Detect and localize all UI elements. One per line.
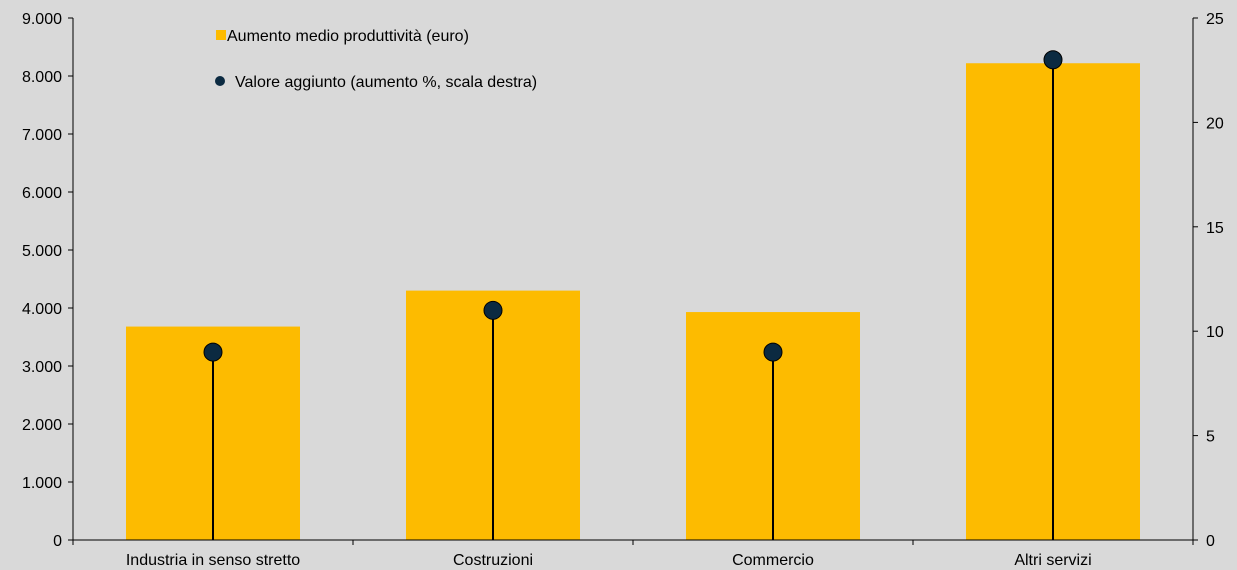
left-tick-label: 6.000 <box>22 185 62 202</box>
left-tick-label: 4.000 <box>22 301 62 318</box>
right-tick-label: 10 <box>1206 324 1224 341</box>
left-tick-label: 2.000 <box>22 417 62 434</box>
legend-label-dot: Valore aggiunto (aumento %, scala destra… <box>235 74 537 91</box>
left-tick-label: 9.000 <box>22 11 62 28</box>
right-tick-label: 20 <box>1206 115 1224 132</box>
lollipop-stems <box>212 59 1054 540</box>
right-tick-label: 0 <box>1206 533 1215 550</box>
category-label: Altri servizi <box>1014 552 1091 569</box>
lollipop-points <box>203 50 1063 362</box>
left-tick-label: 8.000 <box>22 69 62 86</box>
left-tick-label: 5.000 <box>22 243 62 260</box>
legend-swatch-dot <box>215 76 225 86</box>
right-tick-label: 5 <box>1206 429 1215 446</box>
category-label: Industria in senso stretto <box>126 552 300 569</box>
category-label: Commercio <box>732 552 814 569</box>
right-tick-label: 15 <box>1206 220 1224 237</box>
left-tick-label: 1.000 <box>22 475 62 492</box>
legend-label-bar: Aumento medio produttività (euro) <box>227 28 469 45</box>
legend-swatch-bar <box>216 30 226 40</box>
point-4 <box>1043 50 1063 70</box>
left-tick-label: 0 <box>53 533 62 550</box>
legend: Aumento medio produttività (euro) Valore… <box>215 28 537 91</box>
left-tick-label: 7.000 <box>22 127 62 144</box>
axes: 0 1.000 2.000 3.000 4.000 5.000 6.000 7.000 8.00… <box>22 11 1224 569</box>
right-tick-label: 25 <box>1206 11 1224 28</box>
point-3 <box>763 342 783 362</box>
category-label: Costruzioni <box>453 552 533 569</box>
point-2 <box>483 300 503 320</box>
point-1 <box>203 342 223 362</box>
left-tick-label: 3.000 <box>22 359 62 376</box>
